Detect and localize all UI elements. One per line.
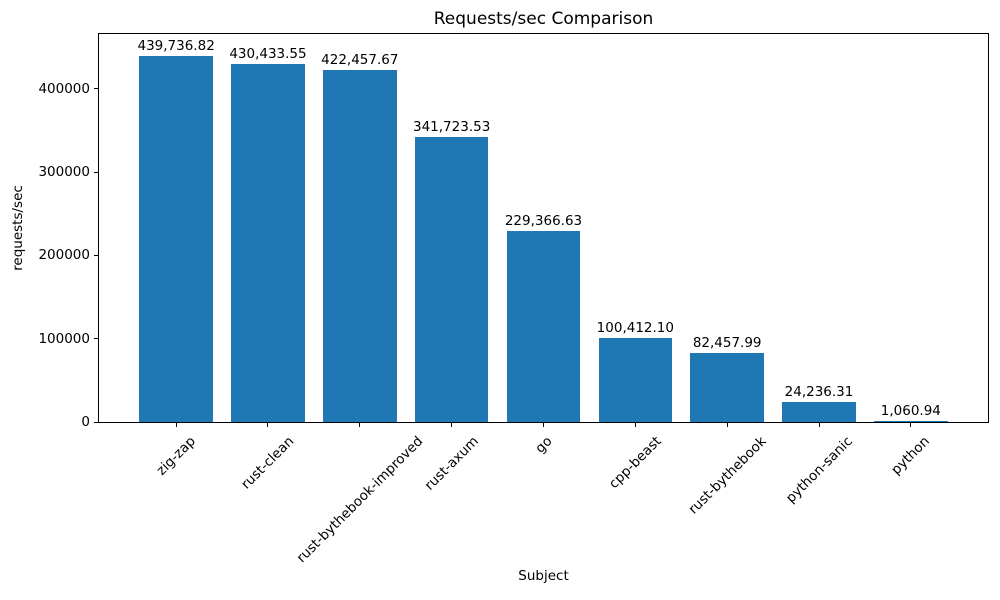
bar-value-label: 341,723.53 — [413, 119, 491, 136]
bar — [598, 338, 673, 422]
x-tick-mark — [175, 423, 177, 427]
x-tick-label: python — [888, 432, 934, 478]
y-tick-mark — [94, 338, 98, 340]
y-tick-mark — [94, 171, 98, 173]
bar — [506, 231, 581, 422]
bar-value-label: 82,457.99 — [692, 335, 762, 352]
x-axis-label: Subject — [518, 568, 569, 584]
bar-value-label: 1,060.94 — [880, 403, 941, 420]
y-axis-label: requests/sec — [10, 185, 26, 271]
chart-title: Requests/sec Comparison — [433, 9, 654, 29]
y-tick-label: 300000 — [38, 164, 90, 181]
bar-value-label: 439,736.82 — [137, 37, 215, 54]
x-tick-mark — [634, 423, 636, 427]
y-tick-label: 200000 — [38, 247, 90, 264]
x-tick-mark — [910, 423, 912, 427]
bar-value-label: 430,433.55 — [229, 45, 307, 62]
bar — [414, 137, 489, 422]
y-tick-mark — [94, 254, 98, 256]
bar — [782, 401, 856, 422]
bar — [231, 63, 305, 422]
x-tick-mark — [267, 423, 269, 427]
y-tick-label: 400000 — [38, 80, 90, 97]
x-tick-label: rust-axum — [421, 432, 483, 494]
x-tick-label: python-sanic — [782, 432, 856, 506]
bar-value-label: 422,457.67 — [321, 52, 399, 69]
bar — [139, 55, 213, 422]
x-tick-mark — [451, 423, 453, 427]
x-tick-label: rust-bythebook-improved — [293, 432, 427, 566]
x-tick-label: go — [531, 432, 556, 457]
x-tick-mark — [543, 423, 544, 427]
x-tick-label: rust-clean — [238, 432, 298, 492]
x-tick-mark — [726, 423, 728, 427]
y-tick-label: 0 — [81, 414, 90, 430]
bar — [874, 421, 948, 422]
x-tick-label: zig-zap — [153, 432, 200, 479]
bar — [690, 353, 764, 422]
bar-value-label: 100,412.10 — [596, 320, 674, 337]
y-tick-mark — [94, 88, 98, 90]
x-tick-mark — [359, 423, 361, 427]
bar — [323, 70, 397, 422]
x-tick-label: rust-bythebook — [685, 432, 770, 517]
bar-value-label: 24,236.31 — [784, 383, 854, 400]
y-tick-mark — [94, 421, 98, 423]
x-tick-label: cpp-beast — [605, 432, 665, 492]
y-tick-label: 100000 — [38, 330, 90, 347]
x-tick-mark — [818, 423, 820, 427]
bar-value-label: 229,366.63 — [504, 213, 583, 230]
